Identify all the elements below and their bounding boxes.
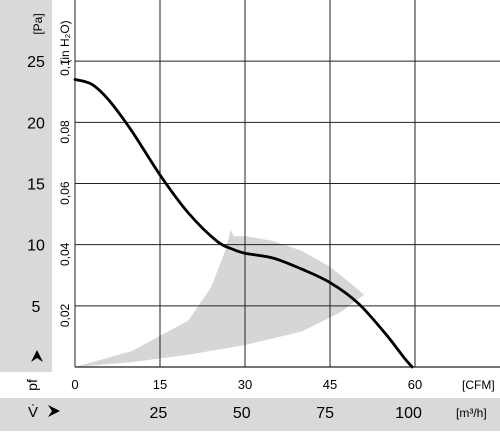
y-inh2o-tick-label: 0,06 [58, 181, 72, 205]
y-inh2o-tick-label: 0,08 [58, 120, 72, 144]
x-cfm-tick-label: 60 [408, 377, 422, 392]
pressure-curve [73, 78, 414, 369]
y-inh2o-tick-label: 0,02 [58, 303, 72, 327]
left-axis-band [0, 0, 52, 372]
y-pa-tick-label: 20 [27, 115, 45, 132]
grid-layer [74, 0, 500, 368]
x-cfm-unit-label: [CFM] [462, 378, 495, 392]
operating-area-layer [75, 230, 364, 367]
x-cfm-tick-label: 15 [153, 377, 167, 392]
x-m3h-unit-label: [m³/h] [456, 406, 487, 420]
y-pa-tick-label: 5 [32, 299, 41, 316]
y-pa-tick-label: 15 [27, 177, 45, 194]
y-inh2o-tick-label: 0,04 [58, 242, 72, 266]
y-pressure-symbol: pf [24, 379, 40, 391]
y-pa-tick-label: 25 [27, 54, 45, 71]
y-pa-unit-label: [Pa] [31, 13, 45, 34]
y-pa-tick-label: 10 [27, 238, 45, 255]
x-m3h-tick-label: 25 [149, 405, 167, 422]
x-cfm-tick-label: 45 [323, 377, 337, 392]
y-inh2o-tick-label: 0,1 [58, 59, 72, 76]
curve-layer [73, 78, 414, 369]
y-axis-arrow-icon [31, 350, 43, 362]
label-layer: 5 10 15 20 25 0,02 0,04 0,06 0,08 0,1 0 15 30 45 60 25 5… [27, 54, 422, 422]
x-cfm-tick-label: 0 [71, 377, 78, 392]
x-m3h-tick-label: 75 [316, 405, 334, 422]
y-inh2o-unit-label: (in H₂O) [58, 20, 72, 63]
operating-area [75, 230, 364, 367]
x-flow-symbol: V̇ [28, 404, 38, 421]
bottom-axis-band [0, 398, 500, 431]
x-m3h-tick-label: 100 [395, 405, 422, 422]
x-m3h-tick-label: 50 [233, 405, 251, 422]
x-axis-arrow-icon [48, 405, 60, 417]
x-cfm-tick-label: 30 [238, 377, 252, 392]
